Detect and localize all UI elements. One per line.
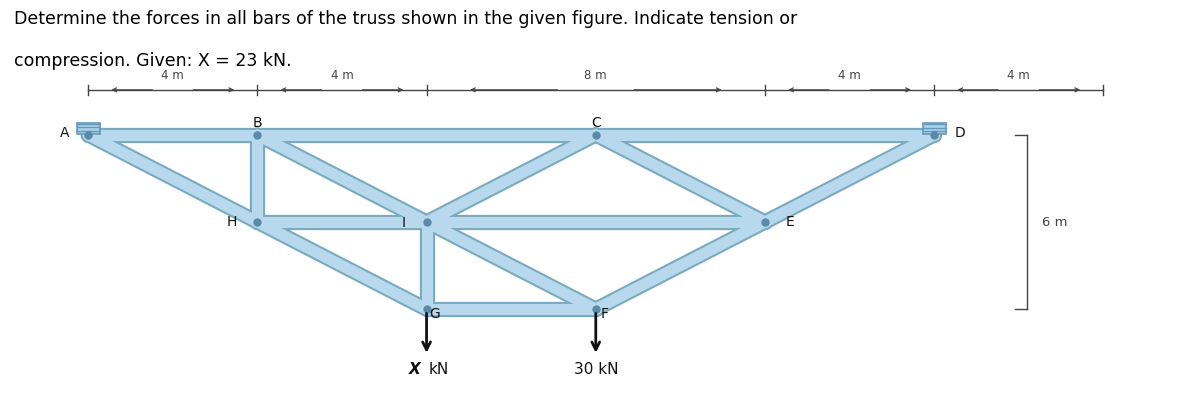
Text: A: A [60, 127, 70, 140]
Text: F: F [600, 307, 608, 320]
Text: 4 m: 4 m [839, 69, 860, 82]
Text: X: X [409, 362, 420, 377]
Text: I: I [401, 217, 406, 230]
Text: kN: kN [428, 362, 449, 377]
Text: H: H [227, 215, 238, 229]
Text: E: E [786, 215, 794, 229]
Text: 4 m: 4 m [161, 69, 184, 82]
FancyBboxPatch shape [77, 123, 100, 134]
Text: 6 m: 6 m [1042, 215, 1068, 229]
Text: 8 m: 8 m [584, 69, 607, 82]
Text: Determine the forces in all bars of the truss shown in the given figure. Indicat: Determine the forces in all bars of the … [14, 10, 798, 28]
Text: C: C [590, 116, 601, 129]
Text: 4 m: 4 m [330, 69, 353, 82]
Text: compression. Given: X = 23 kN.: compression. Given: X = 23 kN. [14, 52, 292, 70]
Text: G: G [430, 307, 440, 320]
Text: 4 m: 4 m [1008, 69, 1030, 82]
Text: 30 kN: 30 kN [574, 362, 618, 377]
FancyBboxPatch shape [923, 123, 946, 134]
Text: D: D [954, 127, 965, 140]
Text: B: B [252, 116, 262, 129]
